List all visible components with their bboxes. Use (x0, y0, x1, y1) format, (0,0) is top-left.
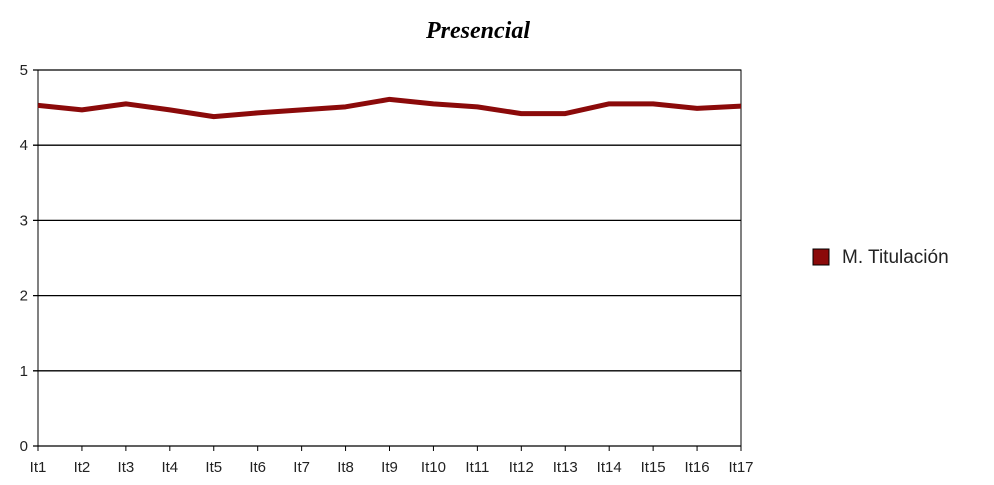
x-tick-label: It2 (74, 459, 91, 476)
line (37, 96, 742, 120)
y-tick-label: 4 (20, 137, 28, 154)
x-tick-label: It16 (685, 459, 710, 476)
y-tick-label: 5 (20, 62, 28, 79)
legend-label: M. Titulación (842, 247, 949, 268)
x-tick-label: It14 (597, 459, 622, 476)
y-tick-label: 1 (20, 363, 28, 380)
y-tick-label: 3 (20, 212, 28, 229)
x-tick-label: It8 (337, 459, 354, 476)
chart-title: Presencial (425, 18, 530, 44)
legend-swatch (812, 248, 830, 266)
y-tick-label: 0 (20, 438, 28, 455)
x-tick-label: It12 (509, 459, 534, 476)
x-tick-label: It10 (421, 459, 446, 476)
x-tick-label: It1 (30, 459, 47, 476)
y-tick-label: 2 (20, 288, 28, 305)
x-tick-label: It11 (465, 459, 489, 476)
x-tick-label: It4 (161, 459, 178, 476)
plot-area (37, 69, 742, 447)
x-tick-label: It9 (381, 459, 398, 476)
x-tick-label: It17 (728, 459, 753, 476)
x-tick-label: It5 (205, 459, 222, 476)
x-tick-label: It13 (553, 459, 578, 476)
x-tick-label: It7 (293, 459, 310, 476)
x-tick-label: It6 (249, 459, 266, 476)
x-tick-label: It15 (641, 459, 666, 476)
x-tick-label: It3 (118, 459, 135, 476)
